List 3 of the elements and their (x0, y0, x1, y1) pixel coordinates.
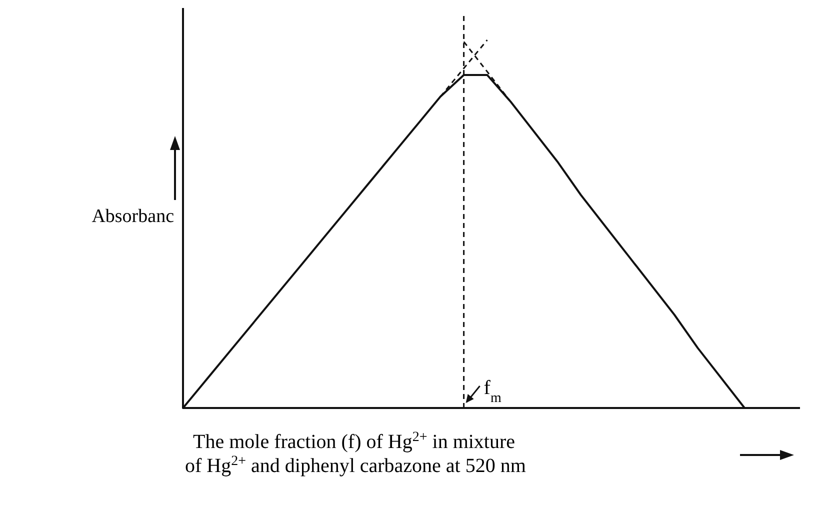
annotation: f$_{m}$ (484, 377, 502, 406)
text: The mole fraction (f) of Hg$^{2+}$ in mixture of Hg$^{2+}$ and diphenyl carbazone at 520 nm (185, 430, 526, 477)
y-axis-title: Absorbanc (92, 206, 174, 227)
